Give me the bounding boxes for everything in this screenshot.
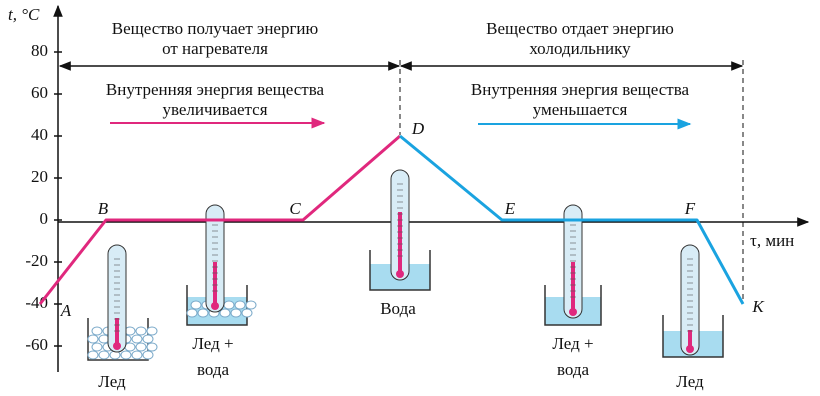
ice [142,334,154,344]
ice [91,342,103,352]
ice [146,342,158,352]
ice [135,342,147,352]
ice [219,308,231,318]
ice [120,350,132,360]
bulb [686,345,694,353]
thermometer [205,204,225,313]
y-tick-label: 60 [31,83,48,102]
ice [190,300,202,310]
y-tick-label: -20 [25,251,48,270]
ice [241,308,253,318]
ice [135,326,147,336]
state-label: Лед + [192,334,233,353]
x-axis-label: τ, мин [750,231,794,250]
thermometer [107,244,127,353]
ice [87,350,99,360]
y-tick-label: 20 [31,167,48,186]
ice [131,350,143,360]
y-tick-label: 0 [40,209,49,228]
line [399,134,745,305]
beaker [662,315,724,358]
y-tick-label: 40 [31,125,48,144]
bulb [113,342,121,350]
bulb [211,302,219,310]
y-tick-label: 80 [31,41,48,60]
ice [131,334,143,344]
state-label: Лед [98,372,126,391]
state-label: Вода [380,299,416,318]
y-tick-label: -60 [25,335,48,354]
annotation: от нагревателя [162,39,268,58]
state-label: вода [197,360,230,379]
annotation: увеличивается [162,100,267,119]
annotation: Внутренняя энергия вещества [471,80,690,99]
annotation: Вещество получает энергию [112,19,319,38]
state-label: вода [557,360,590,379]
illustrations [87,169,724,361]
y-tick-label: -40 [25,293,48,312]
point-label: F [684,199,696,218]
ice [142,350,154,360]
beaker [369,250,431,291]
annotation: холодильнику [529,39,631,58]
state-label: Лед [676,372,704,391]
ice [91,326,103,336]
annotation: Внутренняя энергия вещества [106,80,325,99]
point-label: E [504,199,516,218]
ice [186,308,198,318]
line [38,134,401,305]
ice [146,326,158,336]
point-label: D [411,119,425,138]
ice [223,300,235,310]
state-label: Лед + [552,334,593,353]
y-axis-label: t, °C [8,5,40,24]
point-label: A [60,301,72,320]
ice [230,308,242,318]
mercury [213,262,217,304]
ice [124,342,136,352]
ice [197,308,209,318]
ice [87,334,99,344]
annotation: уменьшается [533,100,628,119]
mercury [398,212,402,272]
thermometer [563,204,583,319]
ice [98,350,110,360]
mercury [688,330,692,347]
ice [234,300,246,310]
point-label: C [289,199,301,218]
annotation: Вещество отдает энергию [486,19,674,38]
thermometer [680,244,700,356]
bulb [569,308,577,316]
point-label: K [751,297,765,316]
point-label: B [98,199,109,218]
bulb [396,270,404,278]
ice [245,300,257,310]
beaker [544,285,602,326]
mercury [571,262,575,310]
